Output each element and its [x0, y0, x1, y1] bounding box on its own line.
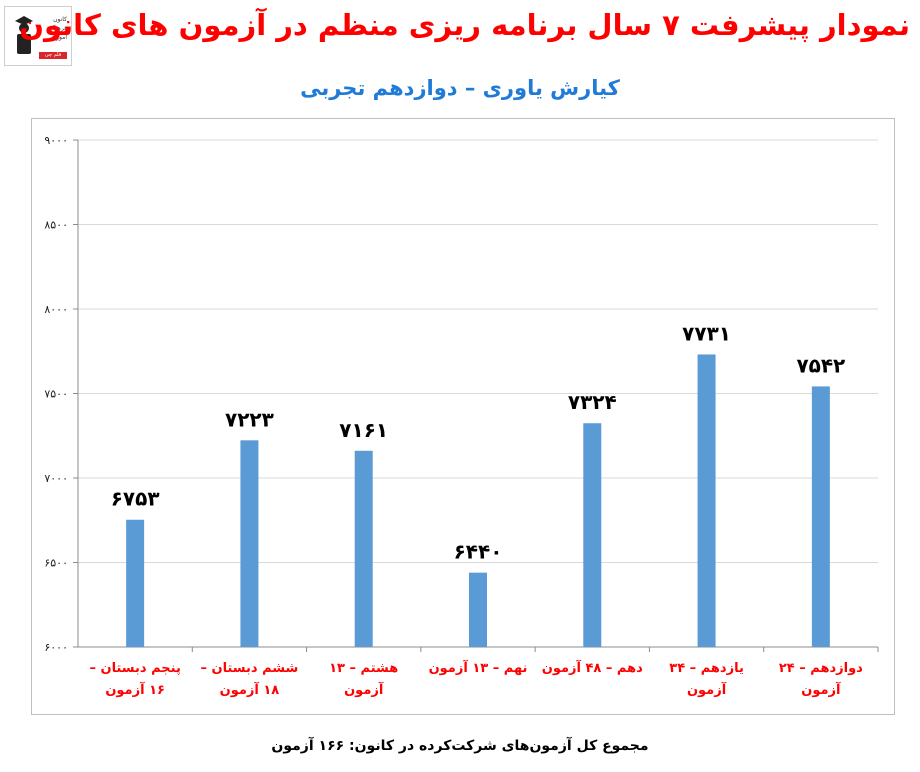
graduate-icon: [15, 16, 33, 54]
chart-subtitle: کیارش یاوری – دوازدهم تجربی: [300, 76, 620, 100]
data-label: ۶۷۵۳: [111, 487, 160, 511]
bar: [240, 440, 259, 647]
kanoon-logo: کانون فرهنگی آموزش قلم چی: [4, 6, 72, 66]
y-tick-label: ۷۰۰۰: [44, 472, 68, 485]
data-label: ۷۳۲۴: [568, 390, 617, 414]
footer-total: مجموع کل آزمون‌های شرکت‌کرده در کانون: ۱…: [271, 738, 649, 754]
chart-title: نمودار پیشرفت ۷ سال برنامه ریزی منظم در …: [19, 8, 910, 42]
bar: [583, 423, 602, 647]
x-category-label: یازدهم – ۳۴ آزمون: [669, 661, 744, 698]
y-tick-label: ۹۰۰۰: [44, 134, 68, 147]
data-label: ۷۱۶۱: [339, 418, 388, 442]
bar: [469, 572, 487, 647]
y-tick-label: ۶۰۰۰: [44, 641, 68, 654]
x-category-label: هشتم – ۱۳ آزمون: [329, 661, 399, 698]
logo-text: کانون فرهنگی آموزش: [47, 16, 67, 41]
y-tick-label: ۶۵۰۰: [44, 557, 68, 570]
x-category-label: پنجم دبستان – ۱۶ آزمون: [89, 661, 181, 698]
data-label: ۷۲۲۳: [225, 407, 274, 431]
y-tick-label: ۸۵۰۰: [44, 219, 68, 232]
data-label: ۷۷۳۱: [682, 321, 731, 345]
x-category-label: ششم دبستان – ۱۸ آزمون: [200, 661, 299, 698]
bar: [354, 450, 373, 647]
chart-frame: [31, 118, 895, 715]
bar: [697, 354, 716, 647]
x-category-label: دهم – ۴۸ آزمون: [541, 661, 643, 676]
y-tick-label: ۸۰۰۰: [44, 303, 68, 316]
data-label: ۶۴۴۰: [454, 540, 503, 564]
y-tick-label: ۷۵۰۰: [44, 388, 68, 401]
bar: [811, 386, 830, 647]
x-category-label: دوازدهم – ۲۴ آزمون: [778, 661, 863, 698]
data-label: ۷۵۴۲: [796, 353, 845, 377]
logo-bar: قلم چی: [39, 52, 67, 59]
x-category-label: نهم – ۱۳ آزمون: [428, 661, 528, 676]
bar: [126, 519, 145, 647]
